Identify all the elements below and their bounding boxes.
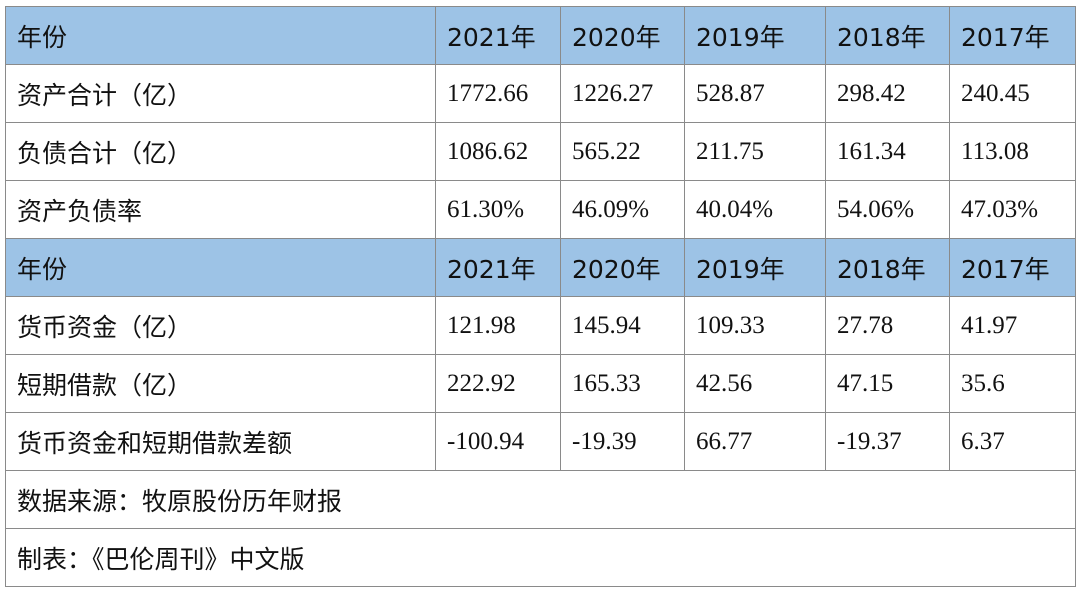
row-label: 货币资金和短期借款差额 [5,412,436,471]
cell-value: 35.6 [949,354,1076,413]
data-source-note: 数据来源：牧原股份历年财报 [5,470,1076,529]
financial-table: 年份 2021年 2020年 2019年 2018年 2017年 资产合计（亿）… [5,6,1076,587]
cell-value: 298.42 [825,64,950,123]
cell-value: 211.75 [684,122,826,181]
table-row-cash: 货币资金（亿） 121.98 145.94 109.33 27.78 41.97 [5,296,1076,355]
header-year-2017: 2017年 [949,6,1076,65]
cell-value: 165.33 [560,354,685,413]
cell-value: 6.37 [949,412,1076,471]
header-year-label: 年份 [5,6,436,65]
cell-value: 66.77 [684,412,826,471]
table-credit-note: 制表：《巴伦周刊》中文版 [5,528,1076,587]
header-year-2019: 2019年 [684,238,826,297]
header-year-2020: 2020年 [560,238,685,297]
cell-value: 565.22 [560,122,685,181]
table-row-short-term-loans: 短期借款（亿） 222.92 165.33 42.56 47.15 35.6 [5,354,1076,413]
cell-value: 222.92 [435,354,561,413]
cell-value: -100.94 [435,412,561,471]
cell-value: 1086.62 [435,122,561,181]
row-label: 资产合计（亿） [5,64,436,123]
row-label: 货币资金（亿） [5,296,436,355]
cell-value: 47.03% [949,180,1076,239]
cell-value: 54.06% [825,180,950,239]
header-year-2018: 2018年 [825,6,950,65]
cell-value: 27.78 [825,296,950,355]
cell-value: 113.08 [949,122,1076,181]
cell-value: 528.87 [684,64,826,123]
cell-value: 161.34 [825,122,950,181]
cell-value: 1772.66 [435,64,561,123]
row-label: 负债合计（亿） [5,122,436,181]
source-row: 数据来源：牧原股份历年财报 [5,470,1076,529]
cell-value: -19.37 [825,412,950,471]
cell-value: 41.97 [949,296,1076,355]
cell-value: 40.04% [684,180,826,239]
cell-value: 1226.27 [560,64,685,123]
row-label: 短期借款（亿） [5,354,436,413]
cell-value: 61.30% [435,180,561,239]
header-year-label: 年份 [5,238,436,297]
table-row-total-liabilities: 负债合计（亿） 1086.62 565.22 211.75 161.34 113… [5,122,1076,181]
cell-value: 42.56 [684,354,826,413]
header-year-2019: 2019年 [684,6,826,65]
credit-row: 制表：《巴伦周刊》中文版 [5,528,1076,587]
table-row-total-assets: 资产合计（亿） 1772.66 1226.27 528.87 298.42 24… [5,64,1076,123]
header-year-2021: 2021年 [435,6,561,65]
cell-value: 46.09% [560,180,685,239]
header-year-2018: 2018年 [825,238,950,297]
cell-value: 47.15 [825,354,950,413]
header-row-2: 年份 2021年 2020年 2019年 2018年 2017年 [5,238,1076,297]
cell-value: 121.98 [435,296,561,355]
header-year-2021: 2021年 [435,238,561,297]
cell-value: -19.39 [560,412,685,471]
header-row-1: 年份 2021年 2020年 2019年 2018年 2017年 [5,6,1076,65]
header-year-2017: 2017年 [949,238,1076,297]
header-year-2020: 2020年 [560,6,685,65]
cell-value: 145.94 [560,296,685,355]
table-row-debt-ratio: 资产负债率 61.30% 46.09% 40.04% 54.06% 47.03% [5,180,1076,239]
table-row-difference: 货币资金和短期借款差额 -100.94 -19.39 66.77 -19.37 … [5,412,1076,471]
cell-value: 240.45 [949,64,1076,123]
row-label: 资产负债率 [5,180,436,239]
cell-value: 109.33 [684,296,826,355]
